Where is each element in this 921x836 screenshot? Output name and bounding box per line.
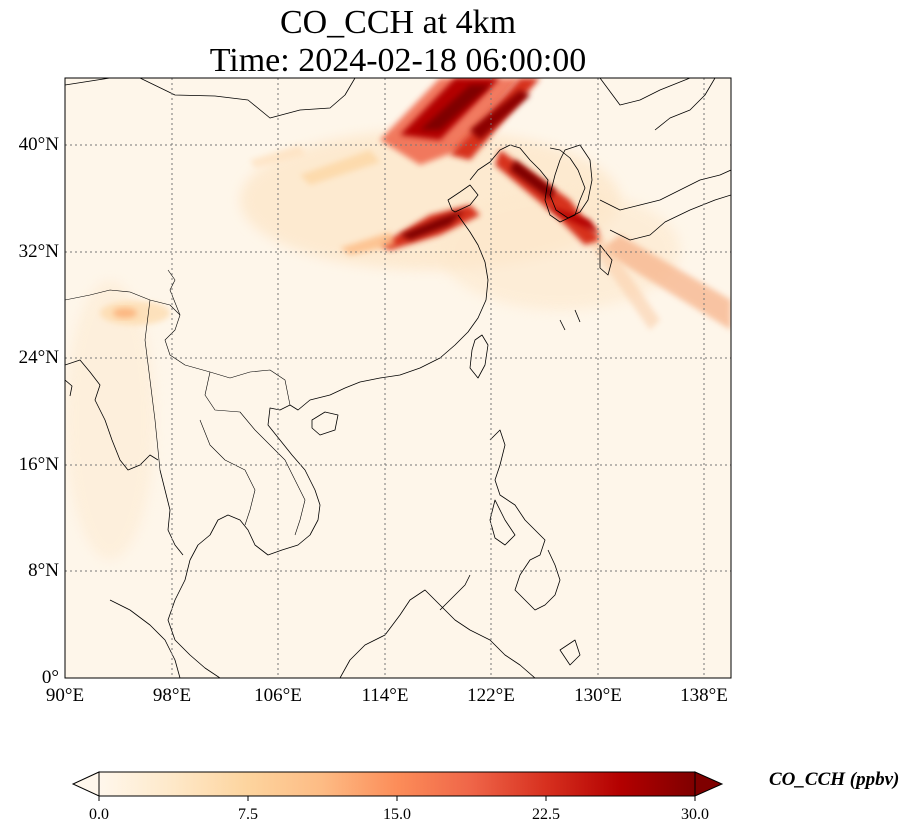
lon-tick-label: 122°E (467, 685, 515, 706)
colorbar-extend-min (71, 771, 100, 797)
lat-tick-label: 16°N (18, 454, 59, 475)
colorbar-tick-label: 22.5 (532, 806, 560, 823)
colorbar-label: CO_CCH (ppbv) (769, 769, 900, 790)
concentration-field (65, 78, 731, 560)
lat-tick-label: 8°N (28, 560, 59, 581)
lon-tick-label: 114°E (361, 685, 409, 706)
colorbar-tick-label: 0.0 (89, 806, 109, 823)
lat-tick-label: 32°N (18, 241, 59, 262)
colorbar-extend-max (694, 771, 724, 797)
map-panel (65, 78, 731, 678)
gridlines (65, 78, 731, 678)
colorbar-tick-label: 7.5 (238, 806, 258, 823)
title-line-variable: CO_CCH at 4km (279, 4, 517, 41)
colorbar-gradient (99, 772, 695, 796)
lat-tick-label: 40°N (18, 134, 59, 155)
title-line-time: Time: 2024-02-18 06:00:00 (209, 42, 587, 79)
colorbar-tick-label: 15.0 (383, 806, 411, 823)
lon-tick-label: 90°E (45, 685, 85, 706)
colorbar-tick-label: 30.0 (681, 806, 709, 823)
colorbar (71, 771, 724, 801)
lat-tick-label: 24°N (18, 347, 59, 368)
map-frame (64, 77, 732, 679)
lon-tick-label: 138°E (680, 685, 728, 706)
lon-tick-label: 106°E (254, 685, 302, 706)
lon-tick-label: 98°E (152, 685, 192, 706)
lon-tick-label: 130°E (574, 685, 622, 706)
lat-tick-label: 0° (41, 667, 59, 688)
